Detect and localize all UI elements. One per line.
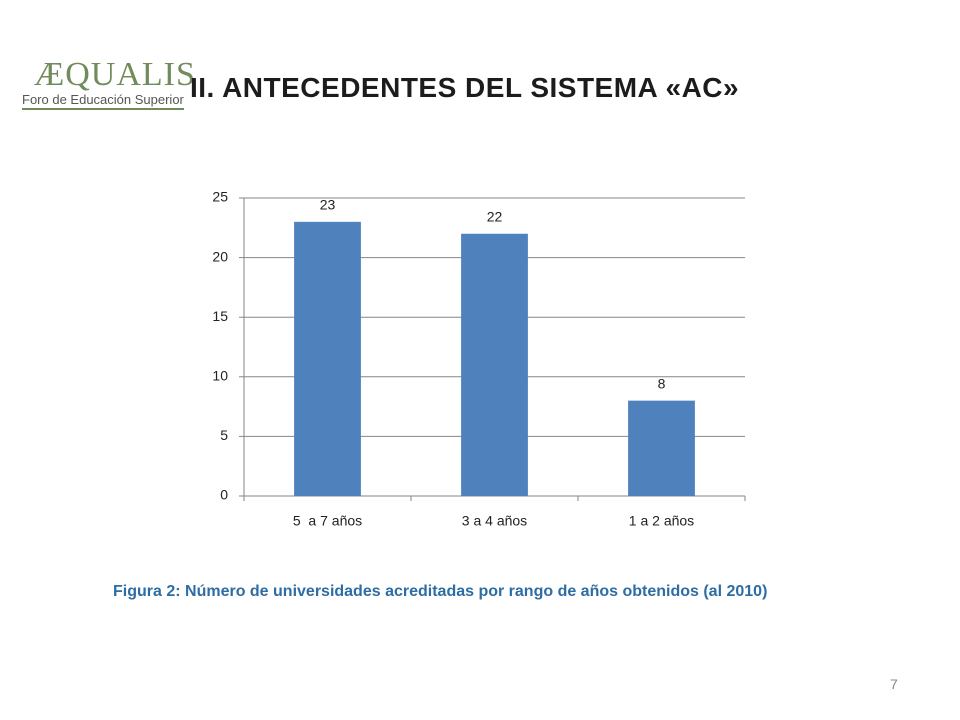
figure-caption: Figura 2: Número de universidades acredi… [113, 583, 768, 600]
y-tick-label: 15 [212, 308, 228, 324]
y-tick-label: 10 [212, 368, 228, 384]
data-label: 23 [320, 197, 336, 213]
bar [628, 400, 695, 496]
y-tick-label: 5 [220, 427, 228, 443]
x-tick-label: 1 a 2 años [629, 513, 694, 529]
logo-tagline: Foro de Educación Superior [22, 92, 184, 110]
page-number: 7 [890, 676, 898, 692]
y-tick-label: 0 [220, 487, 228, 503]
y-tick-label: 25 [212, 189, 228, 205]
bar [294, 221, 361, 496]
x-tick-label: 5 a 7 años [293, 513, 362, 529]
bar [461, 233, 528, 496]
logo-name: ÆQUALIS [34, 56, 196, 93]
y-tick-label: 20 [212, 248, 228, 264]
data-label: 8 [658, 375, 666, 391]
slide-title: II. ANTECEDENTES DEL SISTEMA «AC» [190, 72, 740, 103]
x-tick-label: 3 a 4 años [462, 513, 527, 529]
data-label: 22 [487, 208, 503, 224]
